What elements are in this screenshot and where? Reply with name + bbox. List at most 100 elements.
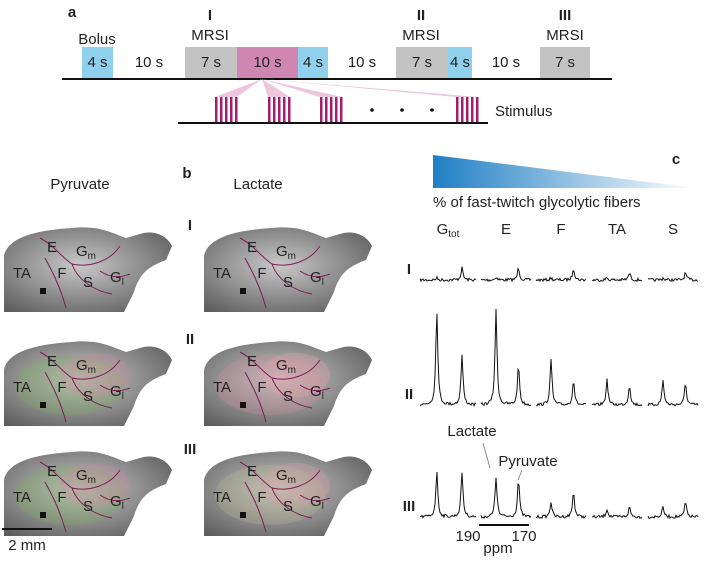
- region-label-base: TA: [213, 489, 231, 506]
- stimulus-pulse: [215, 97, 218, 123]
- region-label: Gm: [276, 467, 296, 486]
- spectrum: [535, 270, 587, 283]
- region-label: S: [83, 274, 93, 291]
- stimulus-pulse: [456, 97, 459, 123]
- bolus-label: Bolus: [78, 31, 116, 48]
- segment-label: 10 s: [253, 54, 281, 71]
- stimulus-pulse: [330, 97, 333, 123]
- segment-label: 4 s: [87, 54, 107, 71]
- region-label-base: G: [276, 243, 288, 260]
- region-label: E: [247, 239, 257, 256]
- muscle-contour: [239, 237, 331, 309]
- column-label-base: TA: [608, 221, 626, 238]
- fiber-gradient: [433, 155, 696, 188]
- brain-image: [4, 341, 172, 426]
- segment-label: 10 s: [492, 54, 520, 71]
- region-label-base: TA: [213, 265, 231, 282]
- row-label: II: [405, 386, 413, 403]
- region-label: F: [57, 379, 66, 396]
- stimulus-pulse: [230, 97, 233, 123]
- region-label-base: S: [283, 498, 293, 515]
- stimulus-pulse: [461, 97, 464, 123]
- column-label: F: [556, 221, 565, 238]
- region-label-sub: m: [288, 365, 296, 376]
- region-label: E: [47, 353, 57, 370]
- phase-name: MRSI: [546, 27, 584, 44]
- region-label-base: TA: [13, 489, 31, 506]
- segment-label: 10 s: [135, 54, 163, 71]
- region-label-base: S: [283, 388, 293, 405]
- panel-label: a: [68, 4, 77, 21]
- region-label-base: F: [57, 489, 66, 506]
- region-label: TA: [213, 379, 231, 396]
- brain-image: [4, 227, 172, 312]
- muscle-contour: [39, 351, 131, 423]
- region-label-sub: m: [88, 365, 96, 376]
- region-label: F: [257, 489, 266, 506]
- region-label-sub: m: [88, 251, 96, 262]
- region-label: Gm: [76, 357, 96, 376]
- region-label-base: TA: [213, 379, 231, 396]
- gradient-label: % of fast-twitch glycolytic fibers: [433, 194, 641, 211]
- marker: [240, 402, 246, 408]
- region-label: Gm: [276, 357, 296, 376]
- signal-overlay: [15, 465, 125, 525]
- timeline-box: [82, 47, 113, 78]
- region-label-base: G: [276, 467, 288, 484]
- segment-label: 4 s: [450, 54, 470, 71]
- row-label: III: [184, 441, 197, 458]
- row-label: III: [403, 498, 416, 515]
- stimulus-pulse: [288, 97, 291, 123]
- stimulus-pulse: [278, 97, 281, 123]
- spectrum: [591, 378, 643, 407]
- region-label-base: S: [83, 274, 93, 291]
- region-label-base: F: [257, 265, 266, 282]
- region-label: S: [83, 388, 93, 405]
- region-label: TA: [13, 265, 31, 282]
- spectrum: [480, 477, 532, 519]
- spectrum: [647, 271, 699, 283]
- region-label: Gl: [110, 269, 124, 288]
- marker: [240, 288, 246, 294]
- spectrum: [480, 266, 532, 283]
- stimulus-label: Stimulus: [495, 103, 553, 120]
- spectrum: [535, 494, 587, 520]
- signal-overlay: [215, 465, 325, 525]
- region-label-base: S: [83, 388, 93, 405]
- region-label-base: S: [283, 274, 293, 291]
- region-label-sub: l: [322, 391, 324, 402]
- column-label: S: [668, 221, 678, 238]
- signal-overlay: [215, 355, 325, 415]
- region-label-base: E: [247, 463, 257, 480]
- region-label-base: E: [47, 463, 57, 480]
- stimulus-fan: [262, 79, 290, 97]
- column-label-base: E: [501, 221, 511, 238]
- region-label: F: [57, 265, 66, 282]
- region-label-base: TA: [13, 379, 31, 396]
- segment-label: 4 s: [303, 54, 323, 71]
- spectrum: [419, 313, 477, 407]
- region-label-base: G: [310, 269, 322, 286]
- stimulus-pulse: [283, 97, 286, 123]
- stimulus-pulse: [320, 97, 323, 123]
- stimulus-pulse: [335, 97, 338, 123]
- muscle-contour: [39, 237, 131, 309]
- muscle-contour: [39, 461, 131, 533]
- region-label-base: E: [247, 353, 257, 370]
- region-label-sub: l: [122, 501, 124, 512]
- timeline-box: [540, 47, 590, 78]
- stimulus-pulse: [340, 97, 343, 123]
- column-label-base: F: [556, 221, 565, 238]
- region-label: S: [283, 274, 293, 291]
- region-label-sub: l: [322, 501, 324, 512]
- segment-label: 7 s: [412, 54, 432, 71]
- spectrum: [419, 266, 477, 283]
- peak-pointer: [517, 469, 523, 481]
- region-label-base: F: [57, 265, 66, 282]
- column-label: Gtot: [437, 221, 460, 240]
- row-label: I: [407, 261, 411, 278]
- region-label: E: [47, 239, 57, 256]
- spectrum: [647, 380, 699, 407]
- spectrum: [480, 308, 532, 407]
- signal-overlay: [260, 353, 330, 397]
